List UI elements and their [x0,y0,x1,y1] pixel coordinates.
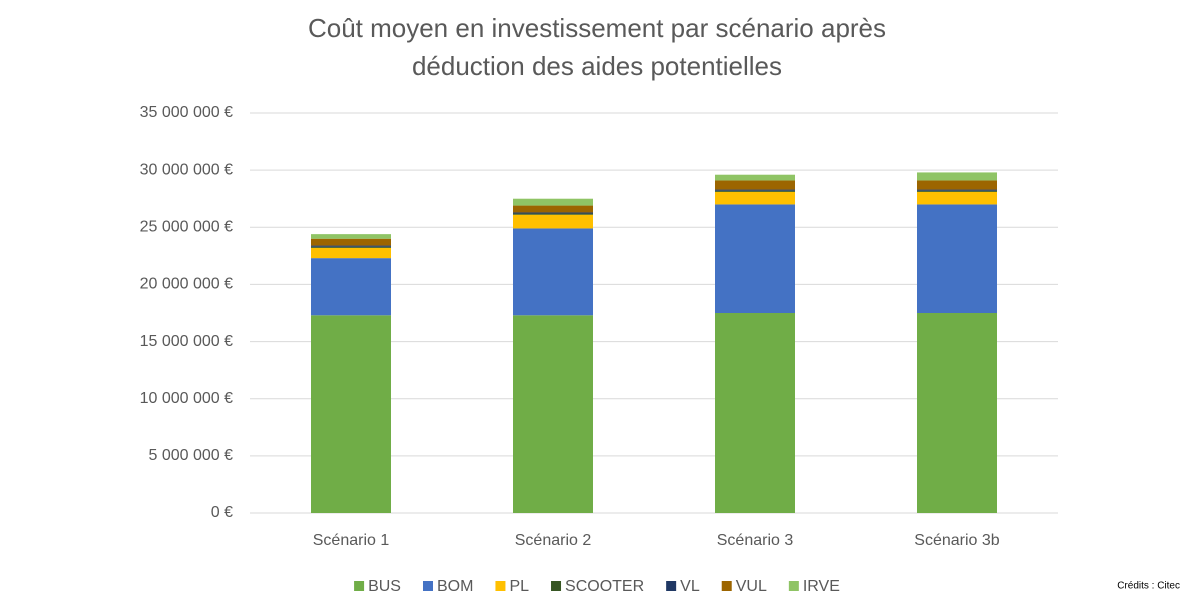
bar-segment [513,228,593,316]
bar-segment [311,238,391,246]
bar-segment [715,190,795,192]
chart-title: déduction des aides potentielles [412,51,782,81]
legend-swatch [422,581,433,591]
bar-segment [513,205,593,213]
bar-segment [311,246,391,248]
legend-swatch [788,581,799,591]
bar-segment [715,174,795,181]
bar-segment [513,315,593,513]
legend-label: BOM [437,578,473,595]
bar-segment [917,204,997,313]
bar-segment [715,191,795,205]
bar-segment [311,245,391,247]
y-tick-label: 20 000 000 € [140,276,234,293]
bar-segment [917,190,997,192]
bar-segment [311,258,391,316]
bar-segment [917,189,997,191]
bar-segment [917,191,997,205]
legend-swatch [495,581,506,591]
bar-segment [715,180,795,190]
bar-segment [311,315,391,513]
y-tick-label: 25 000 000 € [140,219,234,236]
bar-segment [311,247,391,259]
legend-label: PL [509,578,529,595]
chart-title: Coût moyen en investissement par scénari… [308,13,886,43]
y-tick-label: 5 000 000 € [148,447,233,464]
x-tick-label: Scénario 3 [717,532,794,549]
y-tick-label: 0 € [211,504,233,521]
y-tick-label: 35 000 000 € [140,104,234,121]
x-tick-label: Scénario 2 [515,532,592,549]
y-tick-label: 10 000 000 € [140,390,234,407]
bar-segment [513,214,593,229]
legend-label: IRVE [803,578,840,595]
legend-label: SCOOTER [565,578,644,595]
legend-label: VUL [736,578,767,595]
bar-segment [715,313,795,513]
legend-swatch [551,581,562,591]
bar-segment [715,189,795,191]
bar-segment [917,180,997,190]
legend-swatch [666,581,677,591]
x-tick-label: Scénario 1 [313,532,390,549]
bar-segment [311,234,391,239]
bar-segment [513,198,593,206]
y-tick-label: 30 000 000 € [140,161,234,178]
bar-segment [917,313,997,513]
bar-segment [917,172,997,181]
bar-segment [513,212,593,214]
y-tick-label: 15 000 000 € [140,333,234,350]
legend-swatch [721,581,732,591]
legend-swatch [354,581,365,591]
legend-label: BUS [368,578,401,595]
legend-label: VL [680,578,700,595]
bar-segment [715,204,795,313]
credits: Crédits : Citec [1117,581,1180,592]
x-tick-label: Scénario 3b [914,532,999,549]
bar-segment [513,213,593,215]
